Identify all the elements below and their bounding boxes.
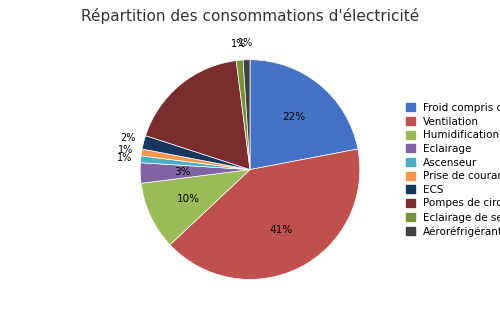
Text: 1%: 1%	[230, 39, 246, 49]
Text: 1%: 1%	[238, 38, 254, 48]
Text: 10%: 10%	[177, 193, 200, 203]
Wedge shape	[170, 149, 360, 279]
Wedge shape	[142, 136, 250, 170]
Wedge shape	[236, 60, 250, 170]
Wedge shape	[140, 156, 250, 170]
Wedge shape	[250, 60, 358, 170]
Text: 1%: 1%	[116, 153, 132, 163]
Legend: Froid compris déshumidification, Ventilation, Humidification, Eclairage, Ascense: Froid compris déshumidification, Ventila…	[406, 102, 500, 237]
Wedge shape	[141, 170, 250, 245]
Wedge shape	[140, 163, 250, 183]
Text: 3%: 3%	[174, 167, 190, 177]
Text: 2%: 2%	[120, 133, 136, 143]
Wedge shape	[146, 61, 250, 170]
Text: 1%: 1%	[118, 145, 133, 155]
Text: 22%: 22%	[282, 112, 305, 122]
Title: Répartition des consommations d'électricité: Répartition des consommations d'électric…	[81, 8, 419, 24]
Wedge shape	[141, 149, 250, 170]
Text: 41%: 41%	[270, 225, 292, 235]
Wedge shape	[243, 60, 250, 170]
